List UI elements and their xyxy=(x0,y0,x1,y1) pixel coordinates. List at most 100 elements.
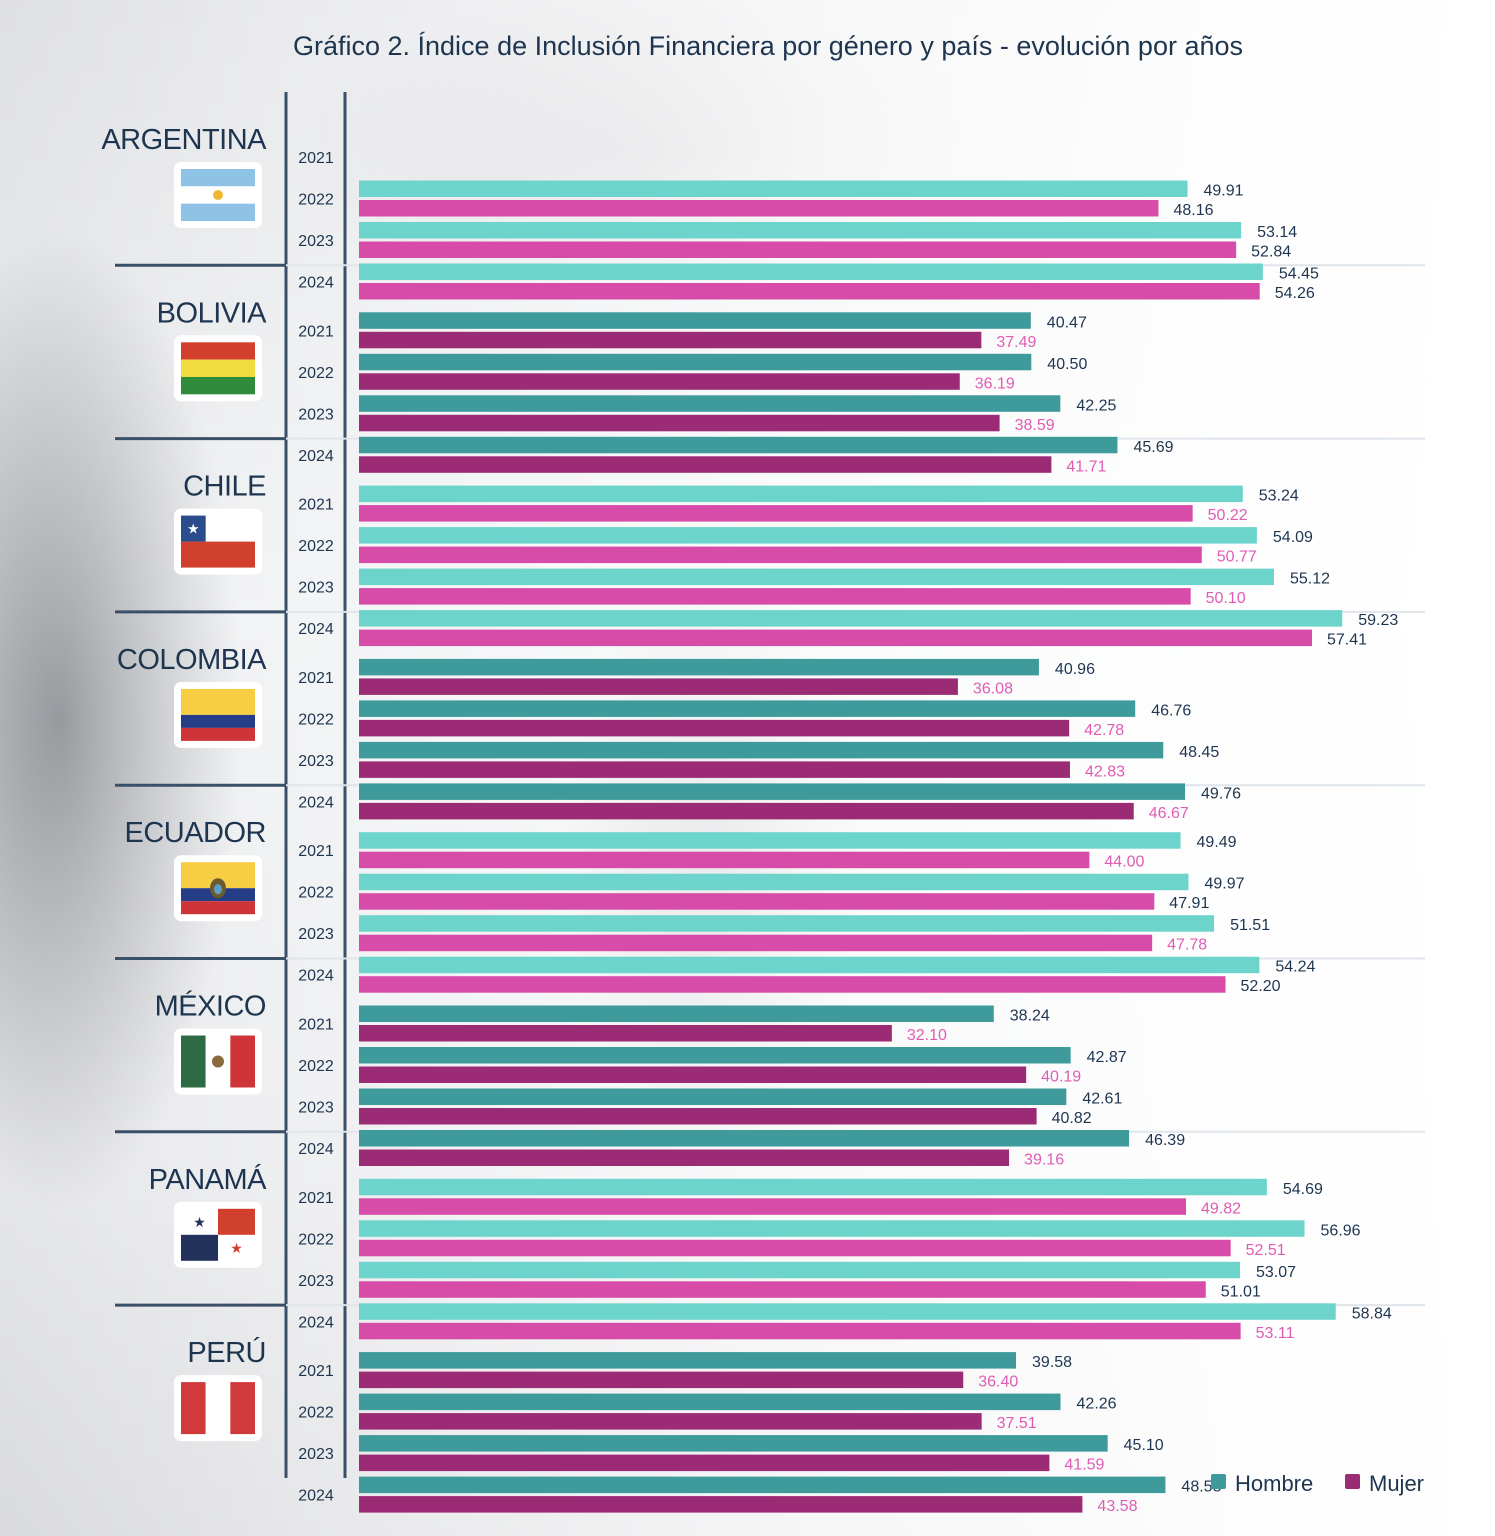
value-label-hombre: 55.12 xyxy=(1290,571,1330,588)
bar-hombre xyxy=(359,485,1243,503)
panama-flag: ★★ xyxy=(174,1201,262,1268)
bar-mujer xyxy=(359,893,1155,910)
bar-hombre xyxy=(359,1220,1305,1237)
value-label-mujer: 36.40 xyxy=(978,1374,1018,1391)
legend-label-mujer: Mujer xyxy=(1369,1471,1424,1496)
value-label-hombre: 54.24 xyxy=(1275,959,1315,976)
legend-label-hombre: Hombre xyxy=(1235,1471,1313,1496)
value-label-mujer: 50.10 xyxy=(1206,590,1246,607)
country-group-peru: PERÚ 2021 39.58 36.40 2022 42.26 37.51 2023 45.1… xyxy=(174,1336,1222,1515)
value-label-hombre: 54.09 xyxy=(1273,529,1313,546)
country-group-argentina: ARGENTINA 2021 2022 49.91 48.16 2023 53.14 52.8… xyxy=(101,124,1425,302)
value-label-mujer: 41.71 xyxy=(1066,458,1106,475)
year-label: 2022 xyxy=(298,538,334,555)
bar-mujer xyxy=(359,505,1193,522)
country-label: ARGENTINA xyxy=(101,124,267,156)
year-label: 2022 xyxy=(298,1405,334,1422)
bar-mujer xyxy=(359,802,1134,820)
bar-hombre xyxy=(359,1476,1166,1494)
bar-hombre xyxy=(359,180,1188,197)
value-label-hombre: 38.24 xyxy=(1010,1008,1050,1025)
coat-of-arms-detail xyxy=(214,884,222,895)
year-label: 2022 xyxy=(298,885,334,902)
year-label: 2024 xyxy=(298,1314,334,1331)
value-label-mujer: 57.41 xyxy=(1327,632,1367,649)
bar-hombre xyxy=(359,1130,1130,1147)
bar-hombre xyxy=(359,527,1257,544)
bar-hombre xyxy=(359,658,1039,676)
bar-hombre xyxy=(359,222,1242,239)
year-label: 2021 xyxy=(298,670,334,687)
value-label-mujer: 47.91 xyxy=(1169,895,1209,912)
value-label-mujer: 38.59 xyxy=(1015,417,1055,434)
value-label-hombre: 39.58 xyxy=(1032,1354,1072,1371)
value-label-mujer: 37.51 xyxy=(997,1415,1037,1432)
plot-area: ARGENTINA 2021 2022 49.91 48.16 2023 53.14 52.8… xyxy=(101,92,1425,1515)
value-label-mujer: 51.01 xyxy=(1221,1283,1261,1300)
bar-mujer xyxy=(359,588,1191,605)
year-label: 2024 xyxy=(298,1141,334,1158)
bar-mujer xyxy=(359,1281,1206,1298)
bar-hombre xyxy=(359,1005,994,1022)
country-label: ECUADOR xyxy=(124,817,266,849)
flag-stripe xyxy=(181,901,255,915)
bar-mujer xyxy=(359,331,982,349)
year-label: 2021 xyxy=(298,1190,334,1207)
value-label-mujer: 52.51 xyxy=(1246,1242,1286,1259)
flag-stripe xyxy=(181,688,255,715)
bar-hombre xyxy=(359,956,1260,974)
flag-stripe xyxy=(181,342,255,360)
star-icon: ★ xyxy=(193,1215,206,1231)
bar-hombre xyxy=(359,1088,1067,1105)
value-label-mujer: 52.84 xyxy=(1251,244,1291,261)
bar-hombre xyxy=(359,1303,1336,1320)
value-label-mujer: 50.77 xyxy=(1217,549,1257,566)
country-label: PANAMÁ xyxy=(149,1163,267,1196)
year-label: 2021 xyxy=(298,1363,334,1380)
value-label-mujer: 47.78 xyxy=(1167,937,1207,954)
bar-mujer xyxy=(359,976,1226,993)
year-label: 2021 xyxy=(298,843,334,860)
value-label-hombre: 49.76 xyxy=(1201,785,1241,802)
bar-mujer xyxy=(359,1371,964,1389)
flag-stripe xyxy=(181,1035,206,1088)
bar-mujer xyxy=(359,678,958,695)
value-label-hombre: 51.51 xyxy=(1230,917,1270,934)
bar-hombre xyxy=(359,1047,1071,1064)
value-label-hombre: 45.10 xyxy=(1124,1437,1164,1454)
year-label: 2024 xyxy=(298,794,334,811)
bar-hombre xyxy=(359,1435,1108,1452)
year-label: 2021 xyxy=(298,323,334,340)
bar-hombre xyxy=(359,700,1136,717)
chart-title: Gráfico 2. Índice de Inclusión Financier… xyxy=(293,31,1243,61)
bar-mujer xyxy=(359,1496,1083,1513)
bar-hombre xyxy=(359,915,1215,932)
bar-hombre xyxy=(359,1261,1240,1279)
flag-stripe xyxy=(181,169,255,187)
bar-hombre xyxy=(359,832,1181,849)
value-label-hombre: 54.69 xyxy=(1283,1181,1323,1198)
country-group-chile: CHILE ★ 2021 53.24 50.22 2022 54.09 50.77 2023 55… xyxy=(115,471,1425,649)
bar-hombre xyxy=(359,741,1164,759)
bar-mujer xyxy=(359,934,1153,952)
year-label: 2022 xyxy=(298,1231,334,1248)
value-label-hombre: 46.39 xyxy=(1145,1132,1185,1149)
flag-stripe xyxy=(230,1035,255,1088)
value-label-mujer: 54.26 xyxy=(1275,285,1315,302)
value-label-mujer: 41.59 xyxy=(1064,1457,1104,1474)
ecuador-flag xyxy=(174,855,262,922)
year-label: 2021 xyxy=(298,1017,334,1034)
flag-stripe xyxy=(181,1382,206,1435)
bar-hombre xyxy=(359,1352,1017,1369)
value-label-mujer: 36.19 xyxy=(975,375,1015,392)
bar-mujer xyxy=(359,761,1070,778)
legend-swatch-mujer xyxy=(1345,1474,1360,1489)
value-label-hombre: 49.91 xyxy=(1204,183,1244,200)
bar-hombre xyxy=(359,312,1031,329)
bar-hombre xyxy=(359,1178,1267,1196)
value-label-mujer: 42.83 xyxy=(1085,763,1125,780)
value-label-mujer: 44.00 xyxy=(1104,854,1144,871)
flag-quarter xyxy=(218,1208,255,1235)
value-label-mujer: 49.82 xyxy=(1201,1200,1241,1217)
star-icon: ★ xyxy=(187,522,200,538)
